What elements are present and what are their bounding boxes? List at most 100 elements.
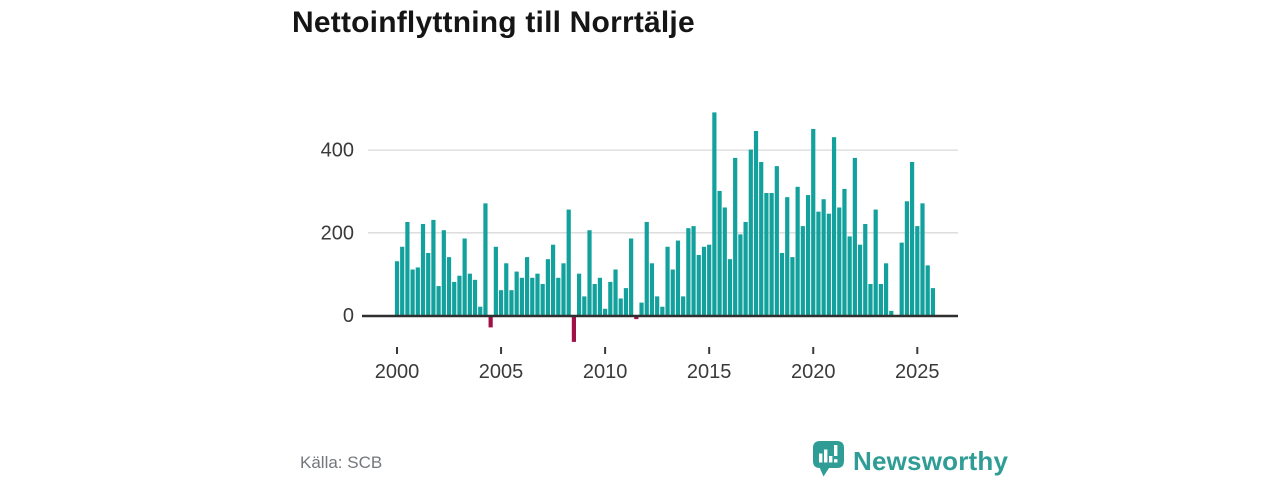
bar	[910, 162, 915, 315]
bar	[857, 244, 863, 315]
bar	[795, 186, 800, 315]
bar	[597, 277, 603, 315]
bar	[743, 221, 748, 315]
bar	[753, 130, 759, 315]
bar	[847, 236, 852, 315]
bar	[618, 298, 623, 315]
bar	[550, 244, 556, 315]
bar	[686, 228, 691, 315]
bar	[545, 259, 550, 315]
bar	[852, 157, 857, 315]
bar	[405, 221, 410, 315]
bar	[603, 308, 608, 315]
bar	[707, 244, 712, 315]
x-tick-label-2005: 2005	[479, 361, 524, 383]
bar-negative	[488, 315, 493, 328]
bar	[899, 242, 904, 315]
bar	[774, 166, 779, 315]
bar	[446, 257, 452, 315]
bar	[587, 230, 592, 315]
x-tick-label-2000: 2000	[375, 361, 420, 383]
bar	[400, 246, 405, 315]
bar	[660, 306, 665, 315]
bar	[837, 207, 842, 315]
bar	[561, 263, 566, 315]
bar	[415, 267, 420, 315]
source-caption: Källa: SCB	[300, 453, 383, 472]
bar	[701, 246, 707, 315]
bar	[681, 296, 686, 315]
bar	[540, 283, 545, 315]
bar	[452, 281, 457, 315]
bar	[915, 226, 920, 315]
bar	[426, 252, 431, 315]
bar	[691, 226, 696, 315]
bar	[441, 230, 446, 315]
x-tick-label-2010: 2010	[583, 361, 628, 383]
page-title: Nettoinflyttning till Norrtälje	[292, 6, 695, 39]
bar	[644, 221, 649, 315]
bar	[535, 273, 540, 315]
bar	[722, 207, 727, 315]
x-tick-label-2015: 2015	[687, 361, 732, 383]
speech-bubble-bar-chart-icon	[813, 441, 844, 477]
bar	[878, 283, 883, 315]
bar	[769, 193, 774, 315]
bar	[779, 252, 785, 315]
bar	[639, 302, 644, 315]
bar	[472, 279, 478, 315]
bar	[493, 246, 498, 315]
bar	[727, 259, 733, 315]
bar	[816, 211, 821, 316]
bar	[592, 283, 597, 315]
bar	[785, 197, 790, 315]
bar	[509, 290, 514, 315]
bar	[842, 188, 847, 315]
x-tick-label-2025: 2025	[895, 361, 940, 383]
bar	[665, 246, 670, 315]
bar	[629, 238, 634, 315]
bar	[904, 201, 909, 315]
bar	[420, 224, 426, 315]
bar	[478, 306, 483, 315]
bar	[759, 162, 764, 315]
bar	[431, 219, 436, 315]
bar	[675, 240, 681, 315]
brand-name: Newsworthy	[853, 446, 1009, 476]
bar	[930, 288, 936, 315]
bar	[764, 193, 769, 315]
bar	[608, 281, 613, 315]
bar	[696, 255, 701, 315]
bar	[462, 238, 467, 315]
bar	[717, 190, 722, 315]
bar	[457, 275, 462, 315]
bar	[883, 263, 889, 315]
bar	[863, 224, 868, 315]
bar	[800, 226, 805, 315]
x-tick-label-2020: 2020	[791, 361, 836, 383]
bar	[577, 273, 582, 315]
bar	[889, 310, 894, 315]
bar	[920, 203, 925, 315]
bar	[925, 265, 930, 315]
bar	[868, 283, 873, 315]
y-tick-label-200: 200	[321, 222, 354, 244]
bar	[738, 234, 743, 315]
bar	[498, 290, 504, 315]
bar	[826, 213, 831, 315]
bar	[410, 269, 415, 315]
bar	[519, 277, 524, 315]
bar	[790, 257, 795, 315]
bar	[613, 269, 618, 315]
bar	[556, 277, 561, 315]
bar	[748, 149, 753, 315]
bar	[436, 286, 441, 316]
bar	[566, 209, 571, 315]
bar	[483, 203, 488, 315]
bar	[394, 261, 400, 315]
bar	[514, 271, 519, 315]
bar	[670, 269, 675, 315]
y-tick-label-0: 0	[343, 305, 354, 327]
bar	[873, 209, 878, 315]
